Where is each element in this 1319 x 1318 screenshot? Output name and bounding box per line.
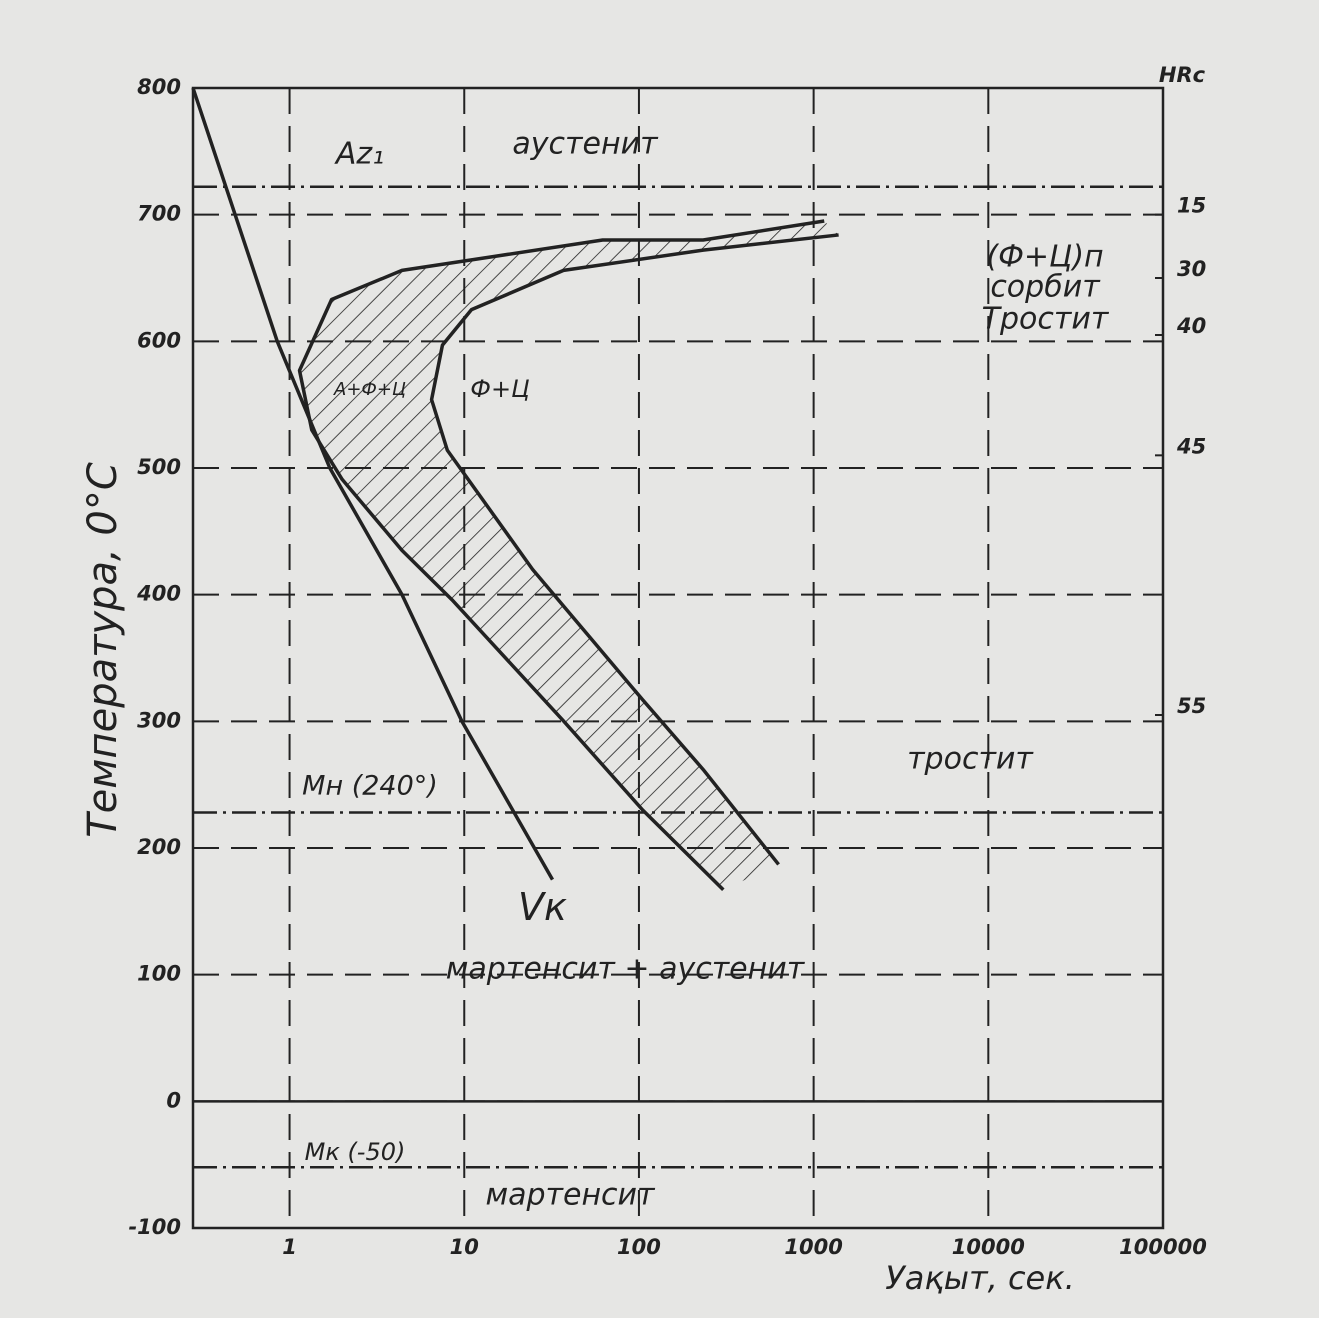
- y-axis-label: Температура, 0°C: [80, 462, 126, 838]
- annotation: Mн (240°): [302, 771, 438, 802]
- y-tick-label: 600: [137, 328, 181, 352]
- x-tick-label: 100000: [1119, 1235, 1207, 1259]
- y-tick-label: 500: [137, 455, 181, 479]
- y2-tick-label: 30: [1177, 257, 1206, 281]
- y2-tick-label: 55: [1177, 694, 1206, 718]
- y-tick-label: 400: [136, 582, 181, 606]
- y-tick-label: 800: [137, 75, 181, 99]
- annotation: А+Ф+Ц: [333, 379, 406, 400]
- annotation: Az₁: [334, 137, 384, 172]
- annotation: Тростит: [982, 302, 1110, 337]
- y2-tick-label: 15: [1177, 194, 1206, 218]
- y-tick-label: 0: [166, 1088, 181, 1112]
- y-tick-label: 700: [137, 202, 181, 226]
- annotation: Mк (-50): [305, 1138, 406, 1166]
- y-tick-label: 200: [137, 835, 181, 859]
- annotation: аустенит: [512, 127, 659, 162]
- x-axis-label: Уақыт, сек.: [885, 1259, 1074, 1297]
- curve: [429, 233, 839, 866]
- annotation: мартенсит + аустенит: [446, 952, 806, 987]
- annotation: мартенсит: [485, 1178, 656, 1213]
- y2-axis-label: HRc: [1159, 63, 1206, 87]
- curve: [191, 87, 555, 881]
- x-tick-label: 10: [450, 1235, 479, 1259]
- y-tick-label: 100: [137, 962, 181, 986]
- annotation: Ф+Ц: [470, 375, 529, 403]
- x-tick-label: 1000: [784, 1235, 842, 1259]
- y-tick-label: -100: [128, 1215, 181, 1239]
- annotation: тростит: [907, 742, 1034, 777]
- y-tick-label: 300: [137, 708, 181, 732]
- x-tick-label: 100: [617, 1235, 661, 1259]
- x-tick-label: 10000: [952, 1235, 1025, 1259]
- y2-tick-label: 40: [1176, 314, 1206, 338]
- annotation: (Ф+Ц)п: [986, 240, 1103, 275]
- x-tick-label: 1: [282, 1235, 297, 1259]
- y2-tick-label: 45: [1176, 434, 1206, 458]
- annotation: сорбит: [990, 270, 1101, 305]
- curve: [297, 219, 825, 892]
- curve-label: Vк: [518, 885, 567, 929]
